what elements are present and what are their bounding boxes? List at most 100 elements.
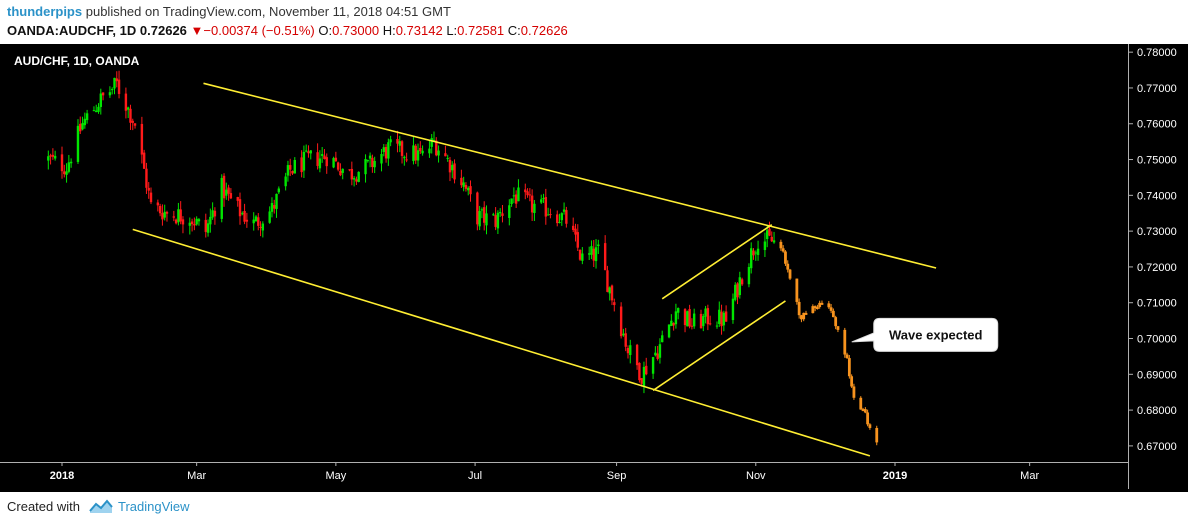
candle-body — [656, 353, 659, 359]
candle — [51, 148, 55, 160]
candle-body — [316, 152, 319, 166]
candle — [241, 211, 244, 216]
price-tick-label: 0.76000 — [1137, 119, 1177, 131]
price-chart[interactable]: 0.78000 0.77000 0.76000 0.75000 0.74000 0.730… — [0, 44, 1188, 492]
projected-body — [802, 312, 806, 320]
candle-body — [158, 206, 162, 214]
candle — [332, 156, 335, 169]
candle-body — [270, 203, 274, 212]
open-label: O: — [318, 23, 333, 38]
low-value: 0.72581 — [457, 23, 505, 38]
candle — [92, 106, 96, 112]
candle-body — [101, 92, 105, 96]
candle — [610, 284, 614, 306]
candle-body — [197, 219, 201, 222]
candle-body — [188, 222, 192, 226]
projected-body — [831, 310, 835, 318]
candle-body — [412, 145, 415, 162]
candle — [79, 116, 82, 135]
candle — [613, 298, 616, 312]
candle — [448, 156, 452, 182]
candle-body — [382, 147, 385, 153]
candles — [47, 70, 776, 394]
candle-body — [446, 157, 449, 159]
candle — [590, 240, 593, 260]
candle-body — [619, 306, 623, 337]
candle — [651, 356, 655, 379]
projected-candle — [820, 300, 824, 305]
candle-body — [53, 155, 57, 159]
candle-body — [108, 92, 112, 96]
candle-body — [462, 182, 465, 187]
candle-body — [222, 175, 226, 199]
candle-body — [320, 154, 324, 156]
candle — [101, 92, 105, 101]
candle — [688, 304, 691, 329]
candle — [284, 172, 287, 191]
candle — [606, 265, 609, 293]
candle — [494, 207, 497, 231]
candle-body — [254, 216, 258, 222]
price-tick-label: 0.75000 — [1137, 155, 1177, 167]
price-tick-label: 0.68000 — [1137, 405, 1177, 417]
candle-body — [289, 165, 292, 170]
candle — [352, 176, 356, 187]
candle — [629, 339, 632, 364]
candle — [275, 193, 278, 218]
published-text: published on TradingView.com, November 1… — [85, 4, 451, 19]
candle-body — [638, 362, 641, 381]
candle — [117, 70, 121, 99]
candle-body — [464, 184, 468, 189]
candle-body — [485, 213, 488, 226]
tradingview-link[interactable]: TradingView — [118, 499, 190, 514]
candle-body — [453, 163, 456, 180]
candle — [467, 186, 470, 196]
chart-title: AUD/CHF, 1D, OANDA — [14, 54, 140, 68]
close-value: 0.72626 — [520, 23, 568, 38]
price-tick-label: 0.73000 — [1137, 226, 1177, 238]
candle-body — [734, 284, 737, 300]
candle — [195, 216, 198, 226]
candle — [384, 144, 388, 163]
candle — [325, 153, 328, 174]
projected-candle — [811, 304, 815, 314]
candle-body — [389, 139, 392, 143]
callout-annotation: Wave expected — [851, 317, 999, 352]
projected-body — [795, 278, 799, 302]
candle-body — [275, 193, 278, 210]
candle — [683, 308, 687, 333]
candle-body — [371, 157, 374, 168]
candle — [336, 161, 340, 172]
candle-body — [47, 156, 50, 161]
candle-body — [676, 308, 680, 313]
wedge-line — [652, 300, 786, 392]
candle — [498, 208, 502, 217]
candle-body — [432, 139, 436, 141]
candle — [702, 313, 705, 332]
author-link[interactable]: thunderpips — [7, 4, 83, 19]
candle — [174, 218, 178, 225]
candle — [512, 187, 516, 204]
candle — [85, 109, 89, 124]
candle-body — [286, 165, 290, 176]
candle-body — [476, 192, 479, 225]
candle — [619, 302, 623, 339]
candle-body — [496, 212, 500, 229]
price-tick-label: 0.71000 — [1137, 298, 1177, 310]
projected-candle — [781, 245, 785, 253]
candle — [514, 190, 518, 209]
candle — [642, 361, 646, 394]
candle — [177, 202, 180, 226]
candle-body — [400, 141, 404, 156]
projected-candle — [861, 407, 865, 412]
candle — [389, 135, 392, 147]
candle — [165, 210, 169, 222]
candle — [366, 159, 370, 163]
candle — [549, 208, 552, 219]
candle-body — [291, 170, 294, 174]
candle — [542, 193, 545, 203]
candle — [421, 145, 424, 156]
candle — [674, 303, 678, 329]
candle — [676, 307, 680, 320]
projected-body — [866, 412, 870, 425]
